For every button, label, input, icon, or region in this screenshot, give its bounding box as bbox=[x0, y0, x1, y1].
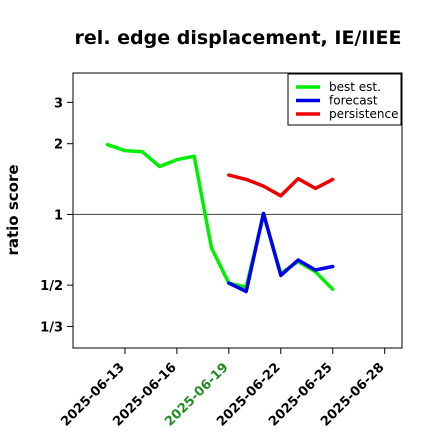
y-tick-label: 2 bbox=[54, 138, 63, 153]
legend-label: persistence bbox=[329, 107, 398, 121]
y-tick-label: 1/3 bbox=[40, 321, 63, 336]
legend-label: forecast bbox=[329, 94, 378, 108]
y-tick-label: 1/2 bbox=[40, 279, 63, 294]
chart-title: rel. edge displacement, IE/IIEE bbox=[75, 27, 402, 49]
plot-frame bbox=[72, 72, 403, 349]
y-tick-label: 3 bbox=[54, 96, 63, 111]
series-line-persistence bbox=[227, 173, 335, 198]
y-axis-label: ratio score bbox=[4, 164, 22, 255]
series-line-best-est bbox=[105, 142, 335, 292]
y-tick-label: 1 bbox=[54, 208, 63, 223]
series-line-forecast bbox=[227, 211, 335, 294]
legend-label: best est. bbox=[329, 80, 381, 94]
